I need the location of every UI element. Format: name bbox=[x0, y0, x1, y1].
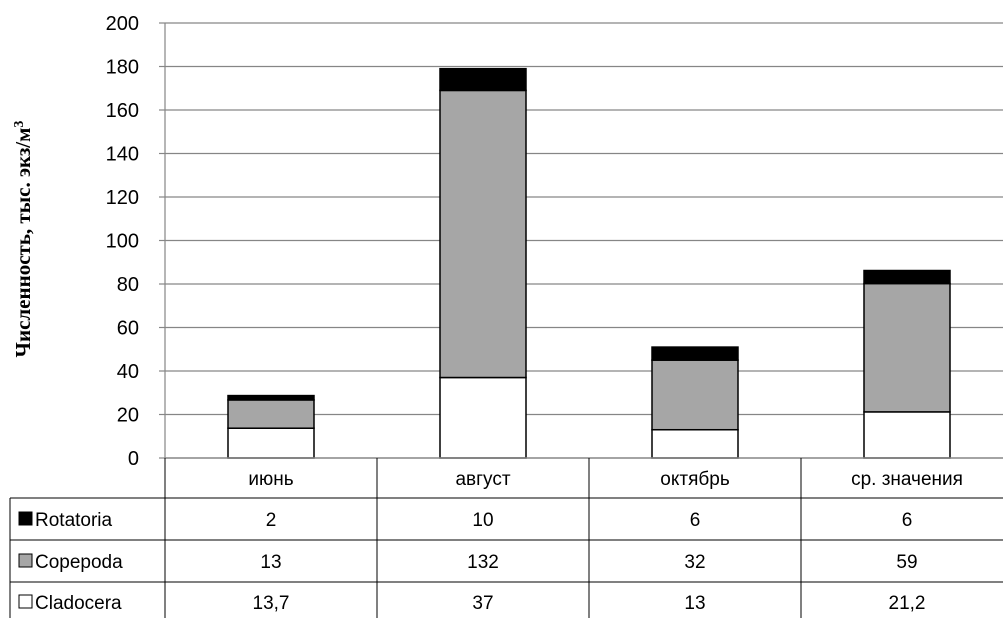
bar-segment-cladocera bbox=[227, 427, 315, 459]
y-tick-label: 60 bbox=[117, 318, 139, 340]
y-axis-label-superscript: 3 bbox=[12, 121, 27, 128]
y-tick-label: 160 bbox=[106, 100, 139, 122]
legend-swatch-copepoda bbox=[18, 553, 33, 568]
data-label: 132 bbox=[467, 552, 499, 573]
x-tick-label: октябрь bbox=[660, 469, 730, 490]
gridlines bbox=[164, 22, 1003, 458]
y-tick-label: 140 bbox=[106, 144, 139, 166]
y-tick-label: 40 bbox=[117, 361, 139, 383]
y-tick-label: 0 bbox=[128, 448, 139, 470]
data-label: 59 bbox=[896, 552, 917, 573]
y-tick-label: 100 bbox=[106, 231, 139, 253]
y-tick-label: 120 bbox=[106, 187, 139, 209]
y-axis-label-main: Численность, тыс. экз/м bbox=[11, 128, 35, 358]
legend-swatch-cladocera bbox=[18, 594, 33, 609]
data-label: 37 bbox=[472, 593, 493, 614]
legend-swatch-rotatoria bbox=[18, 511, 33, 526]
data-label: 6 bbox=[902, 510, 913, 531]
data-label: 13 bbox=[684, 593, 705, 614]
legend-label-copepoda: Copepoda bbox=[35, 552, 123, 573]
x-tick-label: ср. значения bbox=[851, 469, 963, 490]
y-tick-label: 200 bbox=[106, 13, 139, 35]
data-label: 2 bbox=[266, 510, 277, 531]
bar-segment-rotatoria bbox=[651, 346, 739, 361]
y-axis-label: Численность, тыс. экз/м3 bbox=[11, 121, 35, 358]
bar-segment-copepoda bbox=[439, 89, 527, 379]
bar-segment-copepoda bbox=[651, 359, 739, 431]
y-tick-labels: 0 20 40 60 80 100 120 140 160 180 200 bbox=[106, 13, 165, 470]
bar-segment-rotatoria bbox=[439, 67, 527, 92]
x-tick-label: июнь bbox=[248, 469, 293, 490]
bar-segment-cladocera bbox=[439, 376, 527, 459]
bar-segment-cladocera bbox=[863, 411, 951, 459]
data-label: 10 bbox=[472, 510, 493, 531]
y-tick-label: 180 bbox=[106, 57, 139, 79]
data-label: 13 bbox=[260, 552, 281, 573]
y-tick-label: 80 bbox=[117, 274, 139, 296]
bar-segment-copepoda bbox=[863, 282, 951, 413]
x-tick-label: август bbox=[455, 469, 510, 490]
data-label: 21,2 bbox=[889, 593, 926, 614]
data-label: 6 bbox=[690, 510, 701, 531]
y-tick-label: 20 bbox=[117, 405, 139, 427]
bar-segment-copepoda bbox=[227, 399, 315, 429]
bar-segment-rotatoria bbox=[863, 269, 951, 285]
legend-label-rotatoria: Rotatoria bbox=[35, 510, 113, 531]
legend-label-cladocera: Cladocera bbox=[35, 593, 122, 614]
bar-segment-cladocera bbox=[651, 428, 739, 459]
data-label: 13,7 bbox=[253, 593, 290, 614]
data-label: 32 bbox=[684, 552, 705, 573]
bars bbox=[227, 67, 951, 459]
bar-segment-rotatoria bbox=[227, 394, 315, 401]
